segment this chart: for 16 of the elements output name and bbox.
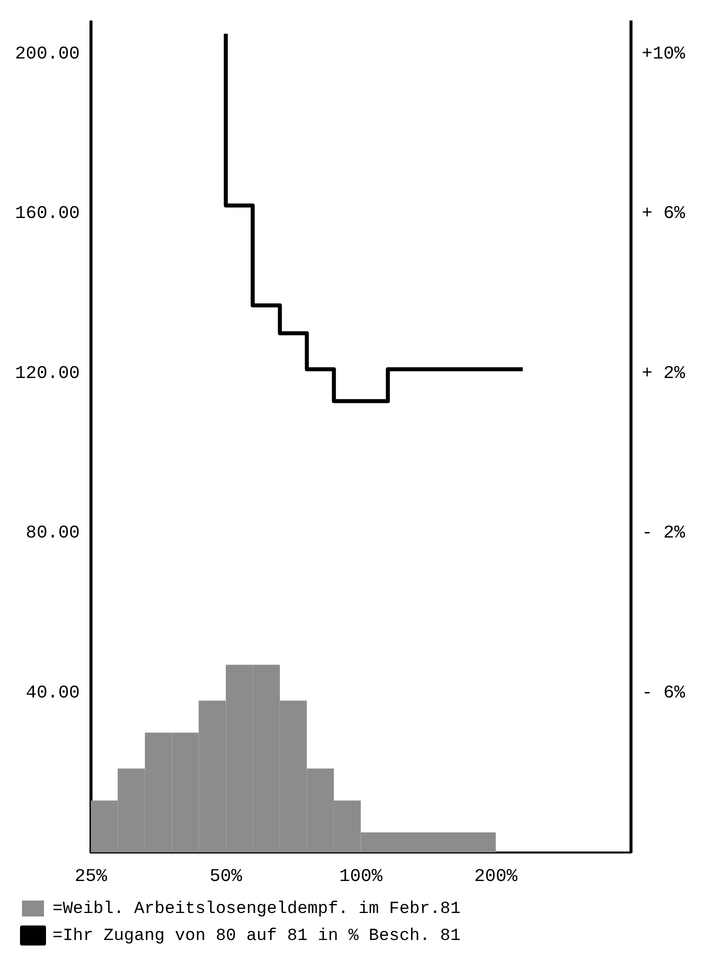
legend-label: =Weibl. Arbeitslosengeldempf. im Febr.81: [52, 900, 461, 919]
x-tick-label: 100%: [339, 866, 383, 887]
y-tick-label: 40.00: [26, 683, 80, 704]
legend-label: =Ihr Zugang von 80 auf 81 in % Besch. 81: [52, 927, 461, 946]
y2-tick-label: + 6%: [642, 204, 686, 224]
y2-tick-label: +10%: [642, 44, 686, 65]
y2-tick-label: - 2%: [642, 524, 686, 544]
y-tick-label: 120.00: [15, 364, 80, 384]
x-tick-label: 25%: [74, 866, 108, 887]
y2-tick-label: + 2%: [642, 364, 686, 384]
y-tick-label: 80.00: [26, 524, 80, 544]
y-tick-label: 160.00: [15, 204, 80, 224]
y2-tick-label: - 6%: [642, 683, 686, 704]
y-tick-label: 200.00: [15, 44, 80, 65]
x-tick-label: 200%: [474, 866, 518, 887]
x-tick-label: 50%: [210, 866, 242, 887]
